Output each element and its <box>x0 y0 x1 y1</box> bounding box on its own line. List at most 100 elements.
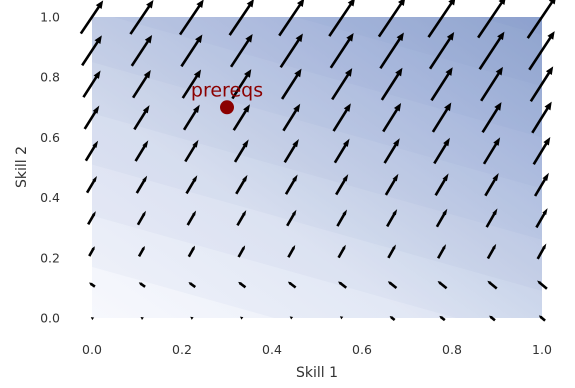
field-arrow <box>536 243 547 260</box>
field-arrow <box>437 244 447 259</box>
field-arrow <box>333 138 350 164</box>
y-axis-label: Skill 2 <box>14 146 30 188</box>
field-arrow <box>328 0 355 37</box>
field-arrow <box>433 137 450 165</box>
x-tick-label: 0.0 <box>82 342 102 357</box>
y-axis-ticks: 0.0 0.2 0.4 0.6 0.8 1.0 <box>40 10 60 326</box>
field-arrow <box>138 282 146 288</box>
field-arrow <box>130 34 153 67</box>
field-arrow <box>287 281 297 289</box>
field-arrow <box>535 208 548 229</box>
field-arrow <box>187 245 195 258</box>
field-arrow <box>79 0 104 35</box>
y-tick-label: 0.8 <box>40 70 60 85</box>
contour-bands <box>92 17 542 318</box>
field-arrow <box>140 316 144 321</box>
arrow-field <box>79 0 556 322</box>
field-arrow <box>481 102 502 134</box>
field-arrow <box>283 138 299 163</box>
field-arrow <box>529 66 554 102</box>
field-arrow <box>88 246 95 257</box>
field-arrow <box>382 102 402 133</box>
field-arrow <box>489 315 496 322</box>
field-arrow <box>184 139 199 163</box>
field-arrow <box>532 137 551 165</box>
field-arrow <box>229 33 253 68</box>
field-arrow <box>339 316 344 320</box>
field-arrow <box>235 174 248 195</box>
field-arrow <box>430 67 453 102</box>
field-arrow <box>434 173 449 196</box>
contour-band <box>92 17 542 291</box>
x-tick-label: 0.4 <box>262 342 282 357</box>
field-arrow <box>336 209 348 227</box>
field-arrow <box>337 244 346 259</box>
field-arrow <box>286 209 297 227</box>
field-arrow <box>437 280 448 290</box>
field-arrow <box>129 0 154 35</box>
contour-band <box>92 17 542 318</box>
prereqs-point <box>220 100 234 115</box>
field-arrow <box>338 281 348 289</box>
field-arrow <box>134 140 149 162</box>
field-arrow <box>228 0 254 36</box>
field-arrow <box>178 0 204 36</box>
x-tick-label: 0.6 <box>352 342 372 357</box>
field-arrow <box>131 70 151 99</box>
x-tick-label: 1.0 <box>532 342 552 357</box>
field-arrow <box>236 210 247 227</box>
y-tick-label: 0.6 <box>40 130 60 145</box>
field-arrow <box>383 138 400 164</box>
field-arrow <box>531 101 552 134</box>
field-arrow <box>384 173 399 196</box>
field-arrow <box>185 175 198 195</box>
field-arrow <box>332 103 351 132</box>
field-arrow <box>431 102 452 133</box>
field-arrow <box>533 172 549 197</box>
field-arrow <box>87 211 96 226</box>
field-arrow <box>280 68 302 100</box>
x-tick-label: 0.2 <box>172 342 192 357</box>
field-arrow <box>231 69 252 100</box>
field-arrow <box>329 33 354 69</box>
field-arrow <box>137 245 145 258</box>
field-arrow <box>238 281 247 289</box>
field-arrow <box>85 176 97 194</box>
contour-band <box>92 17 542 318</box>
prereqs-label: prereqs <box>191 79 263 101</box>
field-arrow <box>331 68 353 101</box>
field-arrow <box>538 315 546 322</box>
field-arrow <box>486 243 497 260</box>
contour-band <box>92 17 542 189</box>
field-arrow <box>477 0 506 39</box>
y-tick-label: 0.2 <box>40 250 60 265</box>
x-axis-ticks: 0.0 0.2 0.4 0.6 0.8 1.0 <box>82 342 552 357</box>
field-arrow <box>487 280 498 290</box>
field-arrow <box>439 315 446 322</box>
field-arrow <box>387 244 396 259</box>
field-arrow <box>82 70 101 98</box>
field-arrow <box>282 103 301 132</box>
field-arrow <box>136 210 146 226</box>
field-arrow <box>528 31 555 71</box>
field-arrow <box>90 317 95 321</box>
field-arrow <box>387 281 398 289</box>
field-arrow <box>482 137 501 165</box>
field-arrow <box>180 34 203 68</box>
field-arrow <box>135 175 148 194</box>
field-arrow <box>182 104 200 131</box>
x-axis-label: Skill 1 <box>296 365 338 381</box>
x-tick-label: 0.8 <box>442 342 462 357</box>
y-tick-label: 0.4 <box>40 190 60 205</box>
field-arrow <box>484 173 499 197</box>
field-arrow <box>386 209 398 228</box>
field-arrow <box>380 67 403 101</box>
field-arrow <box>435 208 448 228</box>
field-arrow <box>89 282 96 288</box>
prereqs-annotation: prereqs <box>191 79 263 115</box>
field-arrow <box>84 140 99 162</box>
contour-band <box>477 17 542 36</box>
field-arrow <box>279 33 303 69</box>
field-arrow <box>81 35 102 67</box>
